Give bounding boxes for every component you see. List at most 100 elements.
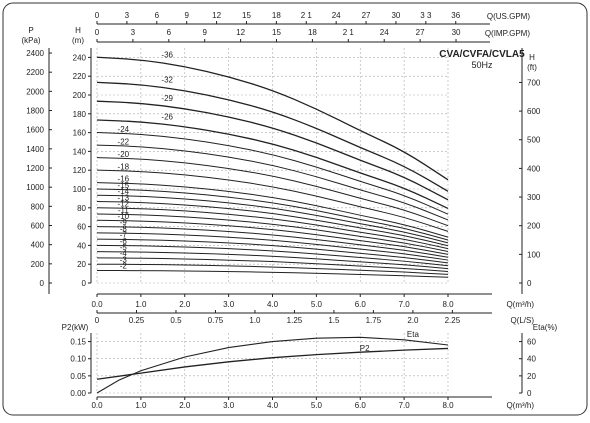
pressure-tick-label: 600: [31, 222, 45, 231]
head-m-tick-label: 220: [73, 72, 87, 81]
stage-label-2: -2: [120, 262, 128, 271]
q-m3h-axis-label: Q(m³/h): [506, 300, 534, 309]
q-m3h-tick-label: 1.0: [135, 300, 147, 309]
pressure-tick-label: 200: [31, 260, 45, 269]
pressure-tick-label: 400: [31, 241, 45, 250]
pressure-tick-label: 800: [31, 202, 45, 211]
pressure-tick-label: 1200: [26, 164, 44, 173]
head-m-tick-label: 20: [77, 260, 86, 269]
head-curve-stage-11: [96, 213, 449, 252]
pressure-tick-label: 1600: [26, 126, 44, 135]
head-curve-stage-9: [96, 226, 449, 258]
imp-gpm-axis-label: Q(IMP.GPM): [485, 29, 531, 38]
stage-label-7: -7: [120, 231, 128, 240]
eff-tick-label: 40: [527, 355, 536, 364]
power-tick-label: 0.05: [70, 372, 86, 381]
us-gpm-tick-label: 3: [125, 11, 130, 20]
us-gpm-tick-label: 12: [212, 11, 221, 20]
head-m-tick-label: 40: [77, 241, 86, 250]
imp-gpm-tick-label: 15: [272, 28, 281, 37]
head-curve-stage-36: [96, 56, 449, 181]
stage-label-12: -12: [118, 200, 130, 209]
pressure-axis-label: P: [28, 26, 33, 35]
head-m-tick-label: 200: [73, 91, 87, 100]
head-curve-stage-6: [96, 244, 449, 267]
imp-gpm-tick-label: 24: [380, 28, 389, 37]
pressure-tick-label: 1800: [26, 107, 44, 116]
head-curve-stage-3: [96, 263, 449, 275]
imp-gpm-tick-label: 2 1: [343, 28, 355, 37]
q-m3h-tick-label: 0.0: [91, 300, 103, 309]
pressure-tick-label: 1000: [26, 183, 44, 192]
pressure-tick-label: 2000: [26, 87, 44, 96]
power-q-tick-label: 5.0: [311, 401, 323, 410]
head-ft-tick-label: 600: [527, 107, 541, 116]
eff-axis-label: Eta(%): [533, 323, 558, 332]
stage-label-9: -9: [120, 218, 128, 227]
stage-label-16: -16: [118, 175, 130, 184]
stage-label-15: -15: [118, 181, 130, 190]
head-curve-stage-14: [96, 194, 449, 244]
head-ft-tick-label: 400: [527, 164, 541, 173]
imp-gpm-tick-label: 6: [167, 28, 172, 37]
power-q-tick-label: 3.0: [223, 401, 235, 410]
us-gpm-tick-label: 27: [362, 11, 371, 20]
power-axis-label: P2(kW): [62, 323, 89, 332]
head-curve-stage-29: [96, 100, 449, 201]
stage-label-3: -3: [120, 255, 128, 264]
eff-tick-label: 60: [527, 338, 536, 347]
stage-label-36: -36: [161, 51, 173, 60]
head-m-tick-label: 160: [73, 129, 87, 138]
imp-gpm-tick-label: 9: [202, 28, 207, 37]
q-ls-tick-label: 1.75: [366, 316, 382, 325]
q-ls-tick-label: 0.75: [208, 316, 224, 325]
eta-series-label: Eta: [407, 330, 420, 339]
head-m-axis-label: (m): [72, 36, 84, 45]
stage-label-6: -6: [120, 237, 128, 246]
power-q-tick-label: 6.0: [355, 401, 367, 410]
stage-label-10: -10: [118, 212, 130, 221]
imp-gpm-tick-label: 30: [452, 28, 461, 37]
stage-label-29: -29: [161, 94, 173, 103]
eff-tick-label: 20: [527, 372, 536, 381]
head-ft-tick-label: 200: [527, 222, 541, 231]
q-ls-axis-label: Q(L/S): [510, 316, 534, 325]
q-m3h-tick-label: 7.0: [399, 300, 411, 309]
head-m-axis-label: H: [75, 26, 81, 35]
pressure-tick-label: 2400: [26, 49, 44, 58]
stage-label-5: -5: [120, 243, 128, 252]
q-ls-tick-label: 2.25: [445, 316, 461, 325]
q-m3h-tick-label: 4.0: [267, 300, 279, 309]
pressure-tick-label: 1400: [26, 145, 44, 154]
imp-gpm-tick-label: 3: [131, 28, 136, 37]
eff-tick-label: 0: [527, 389, 532, 398]
power-q-tick-label: 4.0: [267, 401, 279, 410]
imp-gpm-tick-label: 18: [308, 28, 317, 37]
head-curve-stage-16: [96, 182, 449, 238]
imp-gpm-tick-label: 27: [416, 28, 425, 37]
q-m3h-tick-label: 8.0: [442, 300, 454, 309]
p2-series-label: P2: [360, 344, 370, 353]
head-curve-stage-10: [96, 219, 449, 255]
q-m3h-tick-label: 2.0: [179, 300, 191, 309]
stage-label-8: -8: [120, 224, 128, 233]
head-m-tick-label: 0: [82, 279, 87, 288]
head-ft-axis-label: (ft): [527, 63, 537, 72]
q-ls-tick-label: 2.0: [407, 316, 419, 325]
us-gpm-tick-label: 15: [242, 11, 251, 20]
head-m-tick-label: 80: [77, 204, 86, 213]
pressure-tick-label: 2200: [26, 68, 44, 77]
power-q-tick-label: 7.0: [399, 401, 411, 410]
head-curve-stage-8: [96, 232, 449, 261]
chart-title: CVA/CVFA/CVLA5: [439, 49, 525, 60]
head-curve-stage-26: [96, 119, 449, 210]
head-curve-stage-4: [96, 257, 449, 273]
stage-label-24: -24: [118, 125, 130, 134]
us-gpm-axis-label: Q(US.GPM): [487, 12, 530, 21]
head-curve-stage-5: [96, 251, 449, 270]
stage-label-18: -18: [118, 162, 130, 171]
stage-label-4: -4: [120, 249, 128, 258]
head-m-tick-label: 60: [77, 223, 86, 232]
